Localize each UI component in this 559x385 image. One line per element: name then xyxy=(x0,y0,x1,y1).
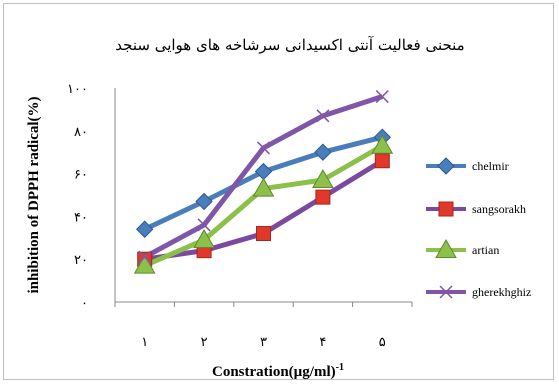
legend-marker xyxy=(439,285,453,299)
data-point-artian xyxy=(252,177,275,197)
data-point-gherekhghiz xyxy=(138,250,152,264)
x-axis-title-main: Constration(µg/ml) xyxy=(212,364,336,380)
chart-title: منحنی فعالیت آنتی اکسیدانی سرشاخه های هو… xyxy=(115,36,464,54)
y-tick-label: ۴۰ xyxy=(74,210,88,225)
data-point-sangsorakh xyxy=(374,153,390,169)
data-point-artian xyxy=(133,254,156,274)
legend-item-gherekhghiz: gherekhghiz xyxy=(426,285,531,299)
x-tick-label: ۴ xyxy=(319,335,326,350)
legend-item-artian: artian xyxy=(426,238,499,258)
y-tick-labels: ۰ ۲۰ ۴۰ ۶۰ ۸۰ ۱۰۰ xyxy=(67,82,88,311)
x-tick-label: ۲ xyxy=(201,335,208,350)
legend-marker xyxy=(438,201,454,217)
data-point-gherekhghiz xyxy=(375,90,389,104)
legend-marker xyxy=(435,238,457,258)
legend-item-chelmir: chelmir xyxy=(426,157,509,175)
data-point-gherekhghiz xyxy=(316,109,330,123)
legend: chelmir sangsorakh artian gherekhghiz xyxy=(426,157,531,299)
x-tick-label: ۳ xyxy=(260,335,267,350)
x-tick-labels: ۱ ۲ ۳ ۴ ۵ xyxy=(141,335,386,350)
legend-label: artian xyxy=(472,243,499,257)
x-tick-label: ۱ xyxy=(141,335,148,350)
x-tick-label: ۵ xyxy=(379,335,386,350)
data-point-artian xyxy=(312,169,334,189)
y-tick-label: ۶۰ xyxy=(74,168,88,183)
data-point-chelmir xyxy=(195,192,213,211)
y-tick-label: ۰ xyxy=(81,296,88,311)
data-point-sangsorakh xyxy=(315,189,331,205)
x-tick-marks xyxy=(114,302,413,307)
x-axis-title-superscript: -1 xyxy=(336,362,344,373)
y-axis-title: inhibition of DPPH radical(%) xyxy=(26,96,42,293)
data-point-gherekhghiz xyxy=(256,141,271,155)
legend-label: gherekhghiz xyxy=(472,285,531,299)
data-point-chelmir xyxy=(135,220,154,238)
legend-item-sangsorakh: sangsorakh xyxy=(426,201,526,217)
y-tick-label: ۲۰ xyxy=(74,253,88,268)
chart-frame xyxy=(3,3,554,380)
plot-area: ۰ ۲۰ ۴۰ ۶۰ ۸۰ ۱۰۰ ۱ ۲ ۳ ۴ ۵ xyxy=(67,82,413,350)
legend-label: chelmir xyxy=(472,159,509,173)
data-point-gherekhghiz xyxy=(197,218,211,232)
legend-label: sangsorakh xyxy=(472,202,526,216)
y-tick-label: ۸۰ xyxy=(74,125,88,140)
y-tick-label: ۱۰۰ xyxy=(67,82,88,97)
x-axis-title: Constration(µg/ml)-1 xyxy=(212,362,344,380)
data-point-artian xyxy=(371,134,394,154)
legend-marker xyxy=(437,157,455,175)
data-point-sangsorakh xyxy=(256,226,271,242)
data-point-chelmir xyxy=(314,143,332,161)
data-point-artian xyxy=(193,228,215,248)
series-markers xyxy=(133,90,394,274)
